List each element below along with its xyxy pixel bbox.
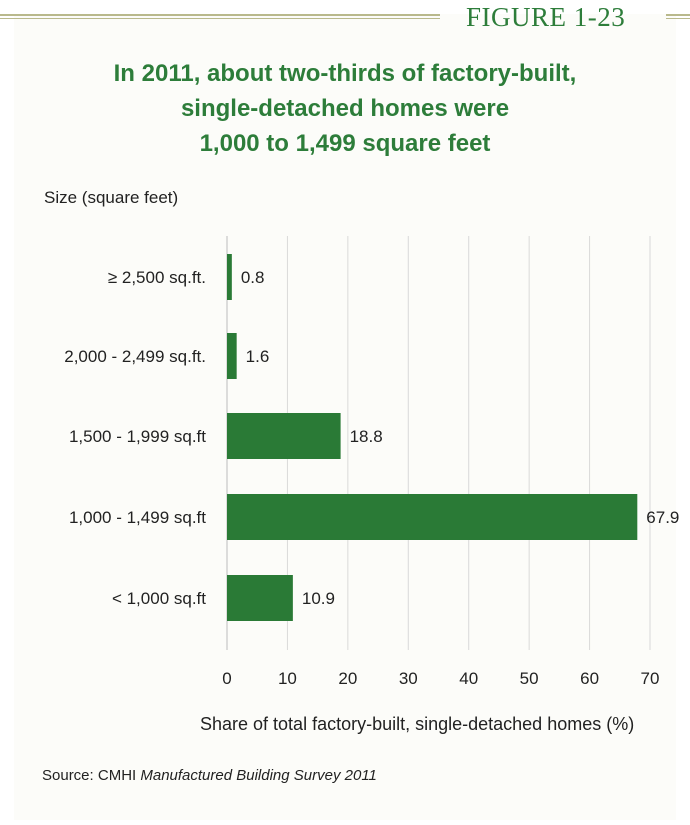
chart-title-line-2: single-detached homes were <box>180 95 510 122</box>
source-prefix: Source: CMHI <box>42 767 141 784</box>
chart-title: In 2011, about two-thirds of factory-bui… <box>20 56 670 161</box>
top-rule-right <box>666 14 690 19</box>
chart-title-line-1: In 2011, about two-thirds of factory-bui… <box>113 60 577 87</box>
y-tick-label: 1,000 - 1,499 sq.ft <box>69 508 206 527</box>
x-tick-label: 40 <box>459 669 478 688</box>
bar <box>227 575 293 621</box>
x-tick-label: 20 <box>338 669 357 688</box>
y-tick-label: < 1,000 sq.ft <box>112 589 206 608</box>
data-label: 18.8 <box>350 427 383 446</box>
bar <box>227 333 237 379</box>
x-tick-label: 0 <box>222 669 231 688</box>
bar <box>227 413 341 459</box>
figure-panel <box>14 14 676 820</box>
source-note: Source: CMHI Manufactured Building Surve… <box>42 767 377 784</box>
top-rule-left <box>0 14 440 19</box>
chart-title-line-3: 1,000 to 1,499 square feet <box>199 130 491 157</box>
y-axis-label: Size (square feet) <box>44 188 179 207</box>
x-tick-label: 70 <box>641 669 660 688</box>
figure-label: FIGURE 1-23 <box>466 2 626 32</box>
x-tick-label: 10 <box>278 669 297 688</box>
data-label: 0.8 <box>241 268 265 287</box>
data-label: 1.6 <box>246 347 270 366</box>
bar <box>227 254 232 300</box>
y-tick-label: 1,500 - 1,999 sq.ft <box>69 427 206 446</box>
bar <box>227 494 638 540</box>
x-tick-label: 60 <box>580 669 599 688</box>
x-axis-label: Share of total factory-built, single-det… <box>200 714 635 734</box>
y-tick-label: 2,000 - 2,499 sq.ft. <box>64 347 206 366</box>
data-label: 67.9 <box>646 508 679 527</box>
data-label: 10.9 <box>302 589 335 608</box>
y-tick-label: ≥ 2,500 sq.ft. <box>108 268 206 287</box>
x-tick-label: 50 <box>520 669 539 688</box>
x-tick-label: 30 <box>399 669 418 688</box>
source-title: Manufactured Building Survey 2011 <box>140 767 377 784</box>
